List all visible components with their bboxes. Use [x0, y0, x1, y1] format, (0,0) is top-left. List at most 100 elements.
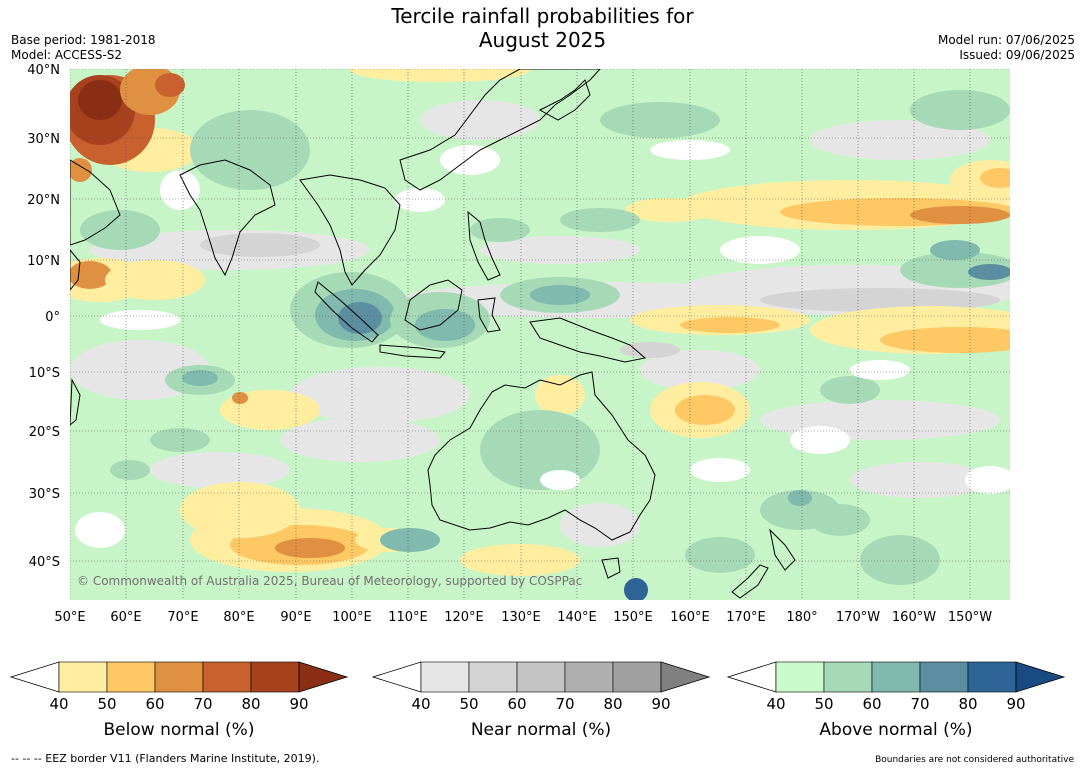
probability-patch [820, 376, 880, 404]
colorbar-segment [202, 661, 252, 693]
colorbar-tick-label: 80 [603, 695, 622, 713]
colorbar-segment [919, 661, 969, 693]
lon-label: 170°E [726, 610, 766, 625]
colorbar-segment [871, 661, 921, 693]
colorbar-under-triangle [371, 661, 422, 693]
probability-patch [395, 188, 445, 212]
probability-patch [150, 428, 210, 452]
probability-patch [200, 233, 320, 257]
colorbar-tick-label: 70 [910, 695, 929, 713]
meta-right: Model run: 07/06/2025 Issued: 09/06/2025 [938, 33, 1075, 63]
probability-patch [530, 285, 590, 305]
probability-patch [788, 490, 812, 506]
colorbar-over-triangle [660, 661, 711, 693]
colorbars: 40 50 60 70 80 90 Below normal (%) 40 50 60 70 80 90… [9, 661, 1066, 740]
lon-label: 90°E [280, 610, 311, 625]
probability-patch [280, 418, 440, 462]
meta-left: Base period: 1981-2018 Model: ACCESS-S2 [11, 33, 156, 63]
probability-patch [790, 426, 850, 454]
probability-patch [155, 73, 185, 97]
lat-label: 30°N [27, 132, 60, 147]
probability-patch [182, 370, 218, 386]
lat-label: 0° [45, 310, 60, 325]
lon-label: 160°W [892, 610, 936, 625]
colorbar-title: Above normal (%) [819, 720, 972, 740]
coast-new-zealand-south [731, 564, 769, 599]
probability-patch [150, 452, 290, 488]
lat-label: 20°N [27, 193, 60, 208]
probability-patch [70, 158, 92, 182]
colorbar-tick-label: 80 [958, 695, 977, 713]
colorbar-tick-label: 50 [459, 695, 478, 713]
lon-label: 110°E [388, 610, 428, 625]
probability-patch [980, 168, 1010, 188]
coast-india [179, 159, 276, 277]
lat-label: 10°S [29, 366, 60, 381]
probability-patch [690, 458, 750, 482]
lat-label: 40°S [29, 555, 60, 570]
map-area [70, 69, 1010, 600]
colorbar-tick-label: 80 [241, 695, 260, 713]
lon-label: 100°E [332, 610, 372, 625]
colorbar-tick-label: 40 [49, 695, 68, 713]
probability-patch [440, 145, 500, 175]
colorbar-1: 40 50 60 70 80 90 Below normal (%) [9, 661, 349, 740]
probability-patch [625, 198, 715, 222]
colorbar-3: 40 50 60 70 80 90 Above normal (%) [726, 661, 1066, 740]
colorbar-over-triangle [1015, 661, 1066, 693]
probability-patch [965, 466, 1010, 494]
colorbar-under-triangle [9, 661, 60, 693]
colorbar-tick-label: 40 [766, 695, 785, 713]
colorbar-tick-label: 60 [507, 695, 526, 713]
lon-label: 170°W [836, 610, 880, 625]
coast-borneo [404, 279, 463, 331]
probability-patch [968, 264, 1010, 280]
colorbar-tick-label: 60 [862, 695, 881, 713]
probability-patch [75, 512, 125, 548]
coast-java [379, 344, 446, 359]
colorbar-under-triangle [726, 661, 777, 693]
latitude-labels: 40°N 30°N 20°N 10°N 0° 10°S 20°S 30°S 40°S [27, 63, 60, 570]
colorbar-segment [823, 661, 873, 693]
lat-label: 40°N [27, 63, 60, 78]
probability-patch [460, 544, 580, 576]
probability-patch [78, 80, 122, 120]
coastlines [70, 69, 796, 599]
colorbar-segment [775, 661, 825, 693]
colorbar-title: Below normal (%) [104, 720, 255, 740]
colorbar-segment [420, 661, 470, 693]
probability-patch [675, 395, 735, 425]
colorbar-tick-label: 90 [289, 695, 308, 713]
coast-philippines [467, 210, 501, 281]
colorbar-tick-label: 90 [1006, 695, 1025, 713]
colorbar-tick-label: 50 [814, 695, 833, 713]
lat-label: 30°S [29, 487, 60, 502]
lon-label: 160°E [670, 610, 710, 625]
probability-patch [810, 120, 990, 160]
probability-patch [560, 208, 640, 232]
probability-patch [540, 470, 580, 490]
probability-patch [850, 462, 990, 498]
probability-patch [560, 503, 640, 547]
lon-label: 70°E [167, 610, 198, 625]
probability-patch [600, 102, 720, 138]
probability-patch [190, 110, 310, 190]
title-line-1: Tercile rainfall probabilities for [391, 4, 694, 28]
probability-patch [720, 236, 800, 264]
probability-patch [620, 342, 680, 358]
lon-label: 150°W [948, 610, 992, 625]
probability-patch [760, 288, 1000, 312]
colorbar-tick-label: 90 [651, 695, 670, 713]
probability-patch [290, 367, 470, 423]
probability-field [70, 69, 1010, 600]
probability-patch [535, 375, 585, 415]
colorbar-tick-label: 70 [193, 695, 212, 713]
colorbar-2: 40 50 60 70 80 90 Near normal (%) [371, 661, 711, 740]
colorbar-segment [612, 661, 662, 693]
lon-label: 50°E [54, 610, 85, 625]
probability-patch [415, 309, 475, 341]
probability-patch [624, 578, 648, 600]
probability-patch [910, 90, 1010, 130]
colorbar-segment [106, 661, 156, 693]
probability-patch [350, 69, 530, 82]
